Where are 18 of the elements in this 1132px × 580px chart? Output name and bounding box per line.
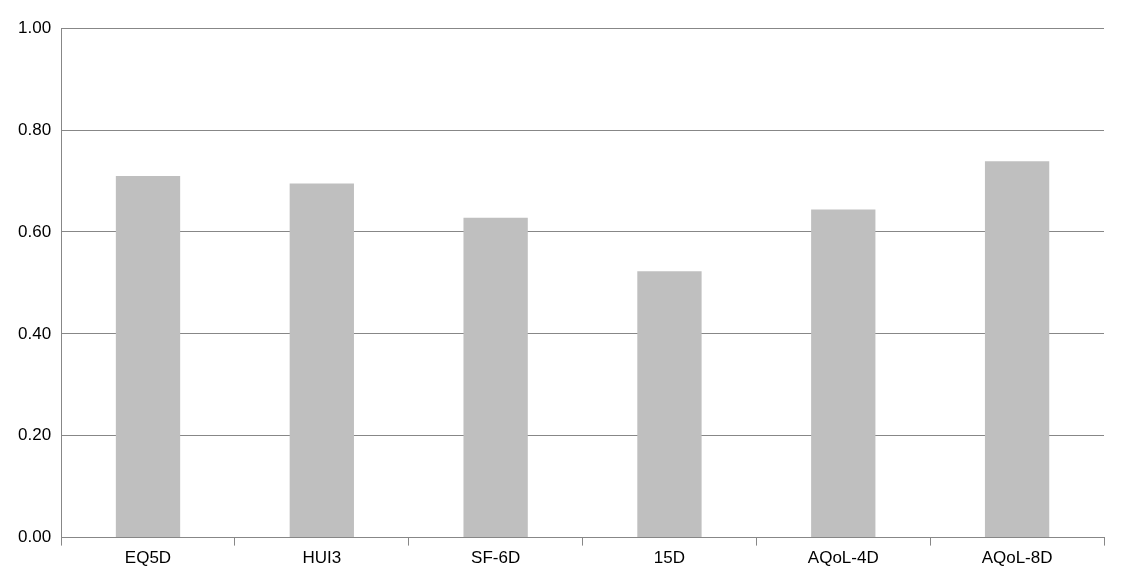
x-tick-label: HUI3 xyxy=(302,548,342,568)
bar xyxy=(811,209,876,538)
x-tick-label: 15D xyxy=(653,548,686,568)
bar xyxy=(289,183,354,538)
x-tick-label: AQoL-8D xyxy=(981,548,1053,568)
x-tick-label: AQoL-4D xyxy=(807,548,879,568)
bar xyxy=(637,271,702,538)
bar xyxy=(984,161,1050,538)
y-tick-label: 0.40 xyxy=(17,323,52,343)
y-tick-label: 0.00 xyxy=(17,527,52,547)
y-tick-label: 0.80 xyxy=(17,119,52,139)
x-tick-label: EQ5D xyxy=(124,548,172,568)
bar xyxy=(115,175,181,538)
y-tick-label: 0.60 xyxy=(17,221,52,241)
x-tick-label: SF-6D xyxy=(471,548,521,568)
y-tick-label: 0.20 xyxy=(17,425,52,445)
y-tick-label: 1.00 xyxy=(17,17,52,37)
bar xyxy=(463,217,528,538)
